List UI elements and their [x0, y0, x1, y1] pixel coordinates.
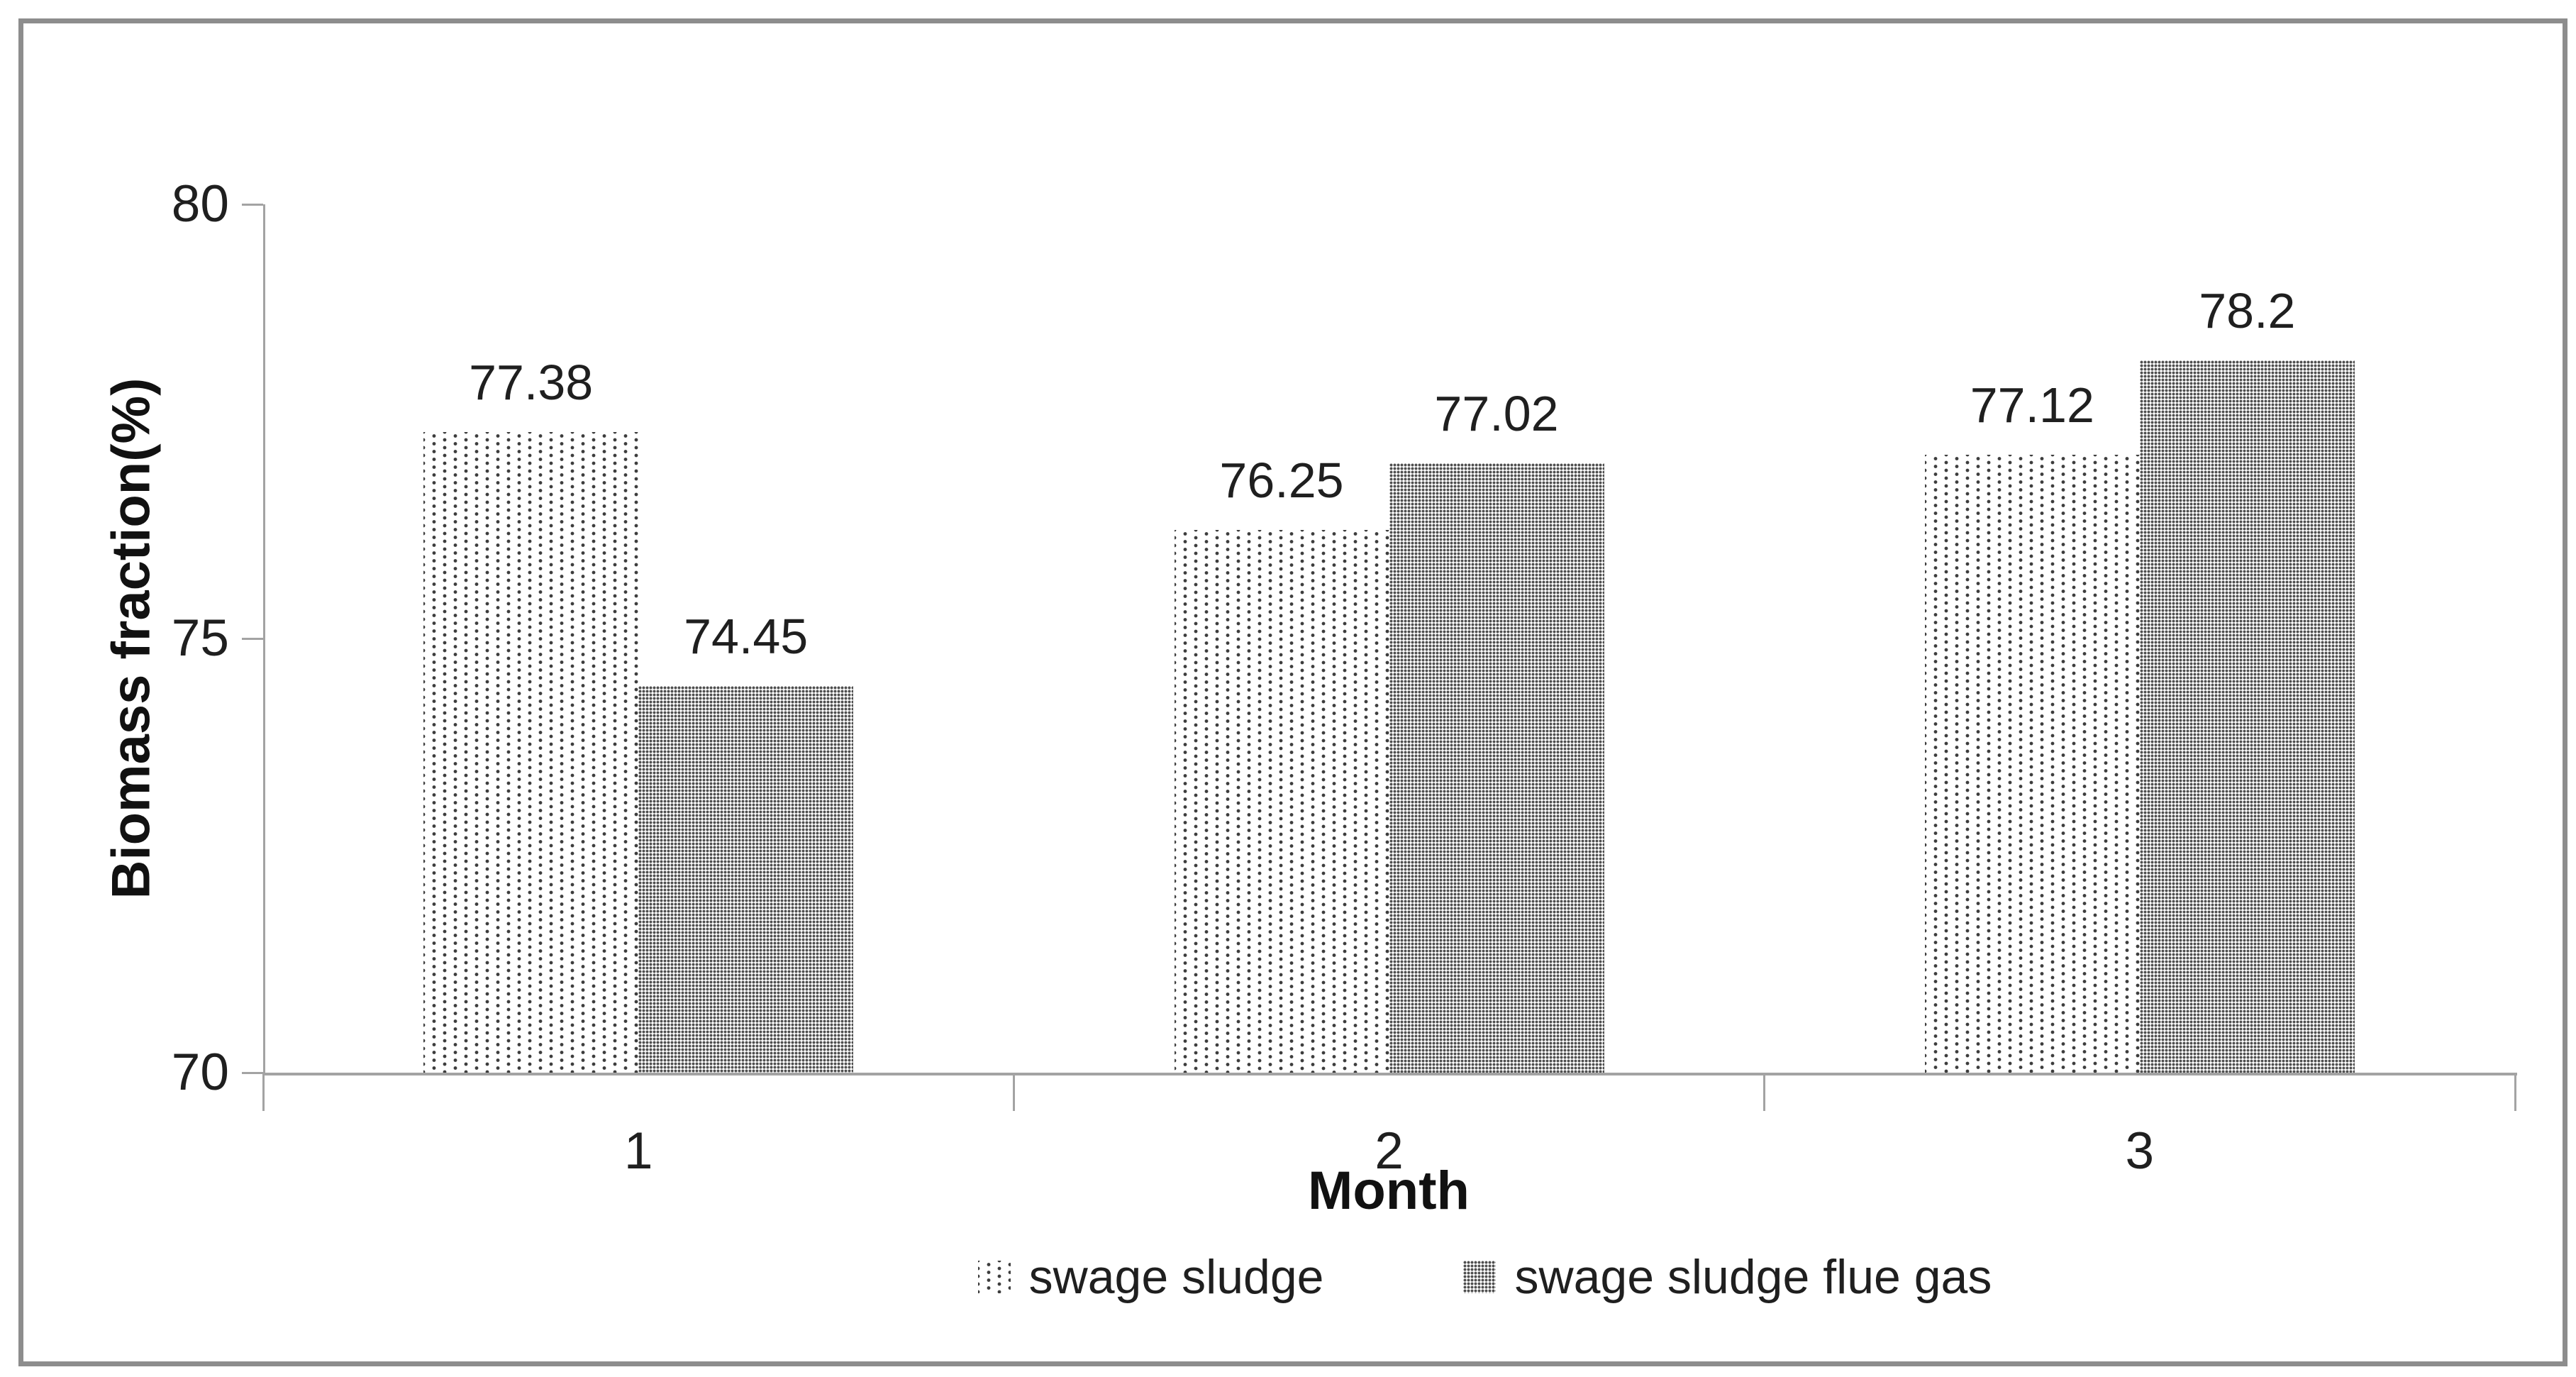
x-axis-tick: [1012, 1074, 1015, 1111]
bar-value-label: 74.45: [684, 609, 809, 665]
chart-border-frame: [18, 18, 2567, 1366]
y-tick-label: 75: [171, 609, 229, 667]
legend-item-swage-sludge-flue-gas: swage sludge flue gas: [1463, 1246, 1992, 1307]
bar-value-label: 78.2: [2199, 283, 2296, 339]
y-tick-label: 80: [171, 175, 229, 233]
bar-swage-sludge-month-1: [423, 431, 639, 1073]
x-axis-title: Month: [1308, 1161, 1470, 1221]
bar-swage-sludge-flue-gas-month-3: [2139, 360, 2355, 1073]
x-axis-tick: [262, 1074, 265, 1111]
x-axis-tick: [2514, 1074, 2516, 1111]
x-category-label: 1: [623, 1122, 653, 1180]
bar-swage-sludge-flue-gas-month-1: [638, 686, 854, 1073]
y-axis-tick: [242, 1071, 263, 1074]
bar-swage-sludge-flue-gas-month-2: [1389, 463, 1604, 1073]
legend-item-swage-sludge: swage sludge: [977, 1246, 1324, 1307]
y-axis-tick: [242, 637, 263, 640]
bar-value-label: 76.25: [1219, 453, 1344, 508]
x-category-label: 2: [1375, 1122, 1404, 1180]
y-axis-title: Biomass fraction(%): [101, 377, 162, 900]
bar-swage-sludge-month-2: [1174, 530, 1389, 1073]
bar-value-label: 77.38: [469, 354, 594, 410]
bar-swage-sludge-month-3: [1924, 454, 2140, 1073]
y-tick-label: 70: [171, 1044, 229, 1101]
sparse-dots-swatch-icon: [977, 1261, 1011, 1293]
legend: swage sludge swage sludge flue gas: [263, 1246, 2515, 1307]
bar-value-label: 77.02: [1434, 385, 1559, 441]
x-category-label: 3: [2125, 1122, 2155, 1180]
plot-area: [263, 204, 2517, 1075]
x-axis-tick: [1763, 1074, 1766, 1111]
legend-label-swage-sludge: swage sludge: [1028, 1250, 1324, 1304]
legend-label-swage-sludge-flue-gas: swage sludge flue gas: [1514, 1250, 1992, 1304]
y-axis-tick: [242, 203, 263, 206]
bar-value-label: 77.12: [1970, 377, 2094, 433]
dense-dots-swatch-icon: [1463, 1261, 1497, 1293]
